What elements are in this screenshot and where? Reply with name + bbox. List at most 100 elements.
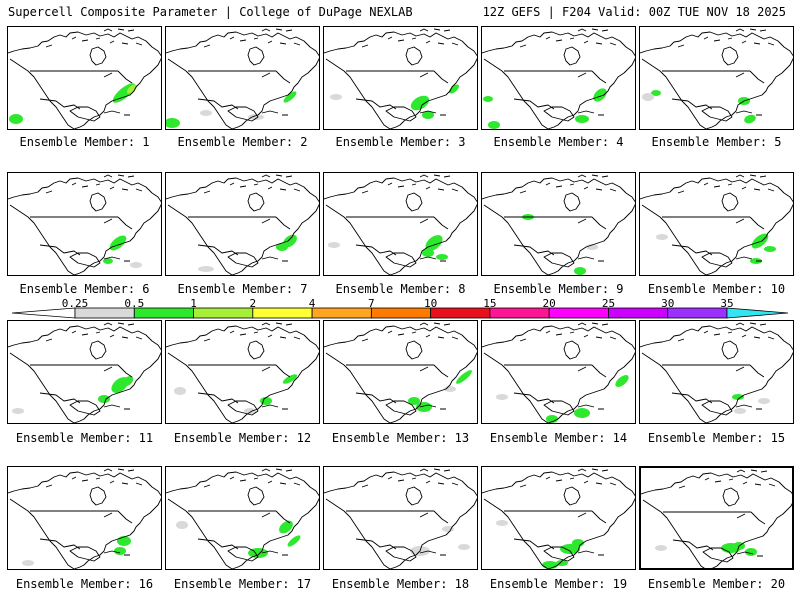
scp-area	[496, 394, 508, 400]
scp-area	[127, 84, 137, 94]
member-label: Ensemble Member: 16	[15, 577, 154, 591]
scp-area	[734, 408, 746, 414]
us-mexico-border	[355, 98, 397, 110]
colorbar-bin	[370, 307, 432, 319]
hudson-bay	[247, 340, 265, 360]
colorbar-bin	[430, 307, 491, 319]
scp-area	[200, 110, 212, 116]
colorbar-bin	[608, 307, 669, 319]
scp-area	[112, 83, 136, 103]
hudson-bay	[89, 192, 107, 212]
member-label: Ensemble Member: 3	[335, 135, 466, 149]
gulf-of-mexico	[385, 252, 417, 268]
scp-area	[176, 521, 188, 529]
ensemble-panel-17	[165, 466, 320, 570]
colorbar-bin	[667, 307, 728, 319]
ensemble-panel-16	[7, 466, 162, 570]
colorbar-bin	[311, 307, 372, 319]
north-america-map	[8, 468, 161, 569]
us-mexico-border	[355, 538, 397, 550]
scp-area	[109, 235, 127, 251]
us-mexico-border	[197, 244, 239, 256]
ensemble-panel-6	[7, 172, 162, 276]
caribbean-islands	[735, 256, 762, 262]
caribbean-islands	[261, 256, 288, 262]
us-mexico-border	[513, 392, 555, 404]
gulf-of-mexico	[385, 546, 417, 562]
member-label: Ensemble Member: 9	[493, 282, 624, 296]
scp-area	[283, 234, 297, 248]
scp-area	[244, 408, 256, 414]
hudson-bay	[247, 46, 265, 66]
member-label: Ensemble Member: 11	[15, 431, 154, 445]
coastline	[641, 472, 792, 568]
gulf-of-mexico	[702, 547, 734, 563]
colorbar-tick-label: 25	[601, 297, 616, 310]
north-america-map	[166, 322, 319, 423]
scp-area	[130, 262, 142, 268]
us-mexico-border	[197, 538, 239, 550]
ensemble-panel-20	[639, 466, 794, 570]
us-canada-border	[30, 70, 133, 84]
hudson-bay	[247, 486, 265, 506]
scp-area	[574, 267, 586, 275]
gulf-of-mexico	[69, 106, 101, 122]
caribbean-islands	[577, 256, 604, 262]
scp-area	[456, 370, 472, 384]
scp-area	[422, 249, 434, 257]
colorbar-bin	[193, 307, 254, 319]
coastline	[166, 177, 319, 275]
hudson-bay	[563, 192, 581, 212]
arctic-islands	[519, 174, 617, 194]
scp-area	[283, 91, 297, 103]
arctic-islands	[203, 468, 301, 488]
scp-area	[287, 535, 301, 547]
scp-area	[758, 398, 770, 404]
us-canada-border	[30, 364, 133, 378]
gulf-of-mexico	[69, 252, 101, 268]
north-america-map	[166, 468, 319, 569]
hudson-bay	[89, 340, 107, 360]
us-mexico-border	[671, 244, 713, 256]
scp-area	[593, 88, 607, 102]
caribbean-islands	[736, 551, 763, 557]
member-label: Ensemble Member: 18	[331, 577, 470, 591]
north-america-map	[166, 28, 319, 129]
arctic-islands	[361, 174, 459, 194]
member-label: Ensemble Member: 13	[331, 431, 470, 445]
coastline	[482, 325, 635, 423]
arctic-islands	[45, 28, 143, 48]
ensemble-panel-18	[323, 466, 478, 570]
caribbean-islands	[103, 256, 130, 262]
us-canada-border	[662, 364, 765, 378]
us-mexico-border	[671, 392, 713, 404]
arctic-islands	[678, 469, 776, 489]
member-label: Ensemble Member: 1	[19, 135, 150, 149]
run-valid-time: 12Z GEFS | F204 Valid: 00Z TUE NOV 18 20…	[482, 5, 786, 19]
north-america-map	[482, 322, 635, 423]
ensemble-panel-15	[639, 320, 794, 424]
north-america-map	[482, 174, 635, 275]
north-america-map	[324, 28, 477, 129]
colorbar-tick-label: 2	[249, 297, 257, 310]
ensemble-panel-10	[639, 172, 794, 276]
ensemble-panel-11	[7, 320, 162, 424]
caribbean-islands	[261, 110, 288, 116]
colorbar-bin	[489, 307, 550, 319]
scp-area	[642, 93, 654, 101]
scp-area	[442, 526, 454, 532]
colorbar-tick-label: 0.25	[61, 297, 89, 310]
hudson-bay	[721, 340, 739, 360]
ensemble-panel-9	[481, 172, 636, 276]
scp-area	[488, 121, 500, 129]
coastline	[166, 471, 319, 569]
scp-area	[764, 246, 776, 252]
scp-area	[732, 394, 744, 400]
scp-area	[408, 397, 420, 405]
member-label: Ensemble Member: 5	[651, 135, 782, 149]
north-america-map	[640, 174, 793, 275]
caribbean-islands	[419, 404, 446, 410]
coastline	[8, 177, 161, 275]
scp-area	[425, 235, 443, 251]
scp-area	[410, 95, 430, 111]
